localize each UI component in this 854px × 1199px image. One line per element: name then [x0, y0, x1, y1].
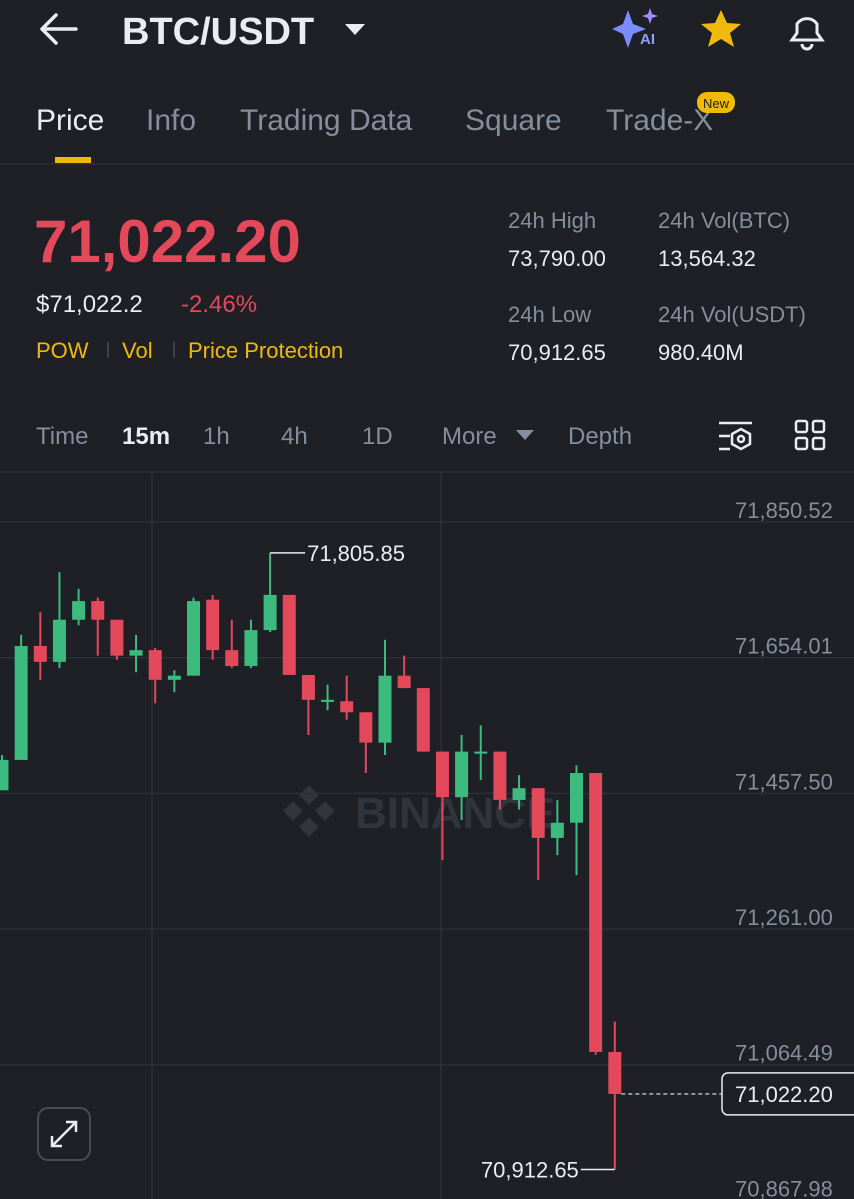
candle-body: [493, 751, 507, 800]
candle-body: [33, 645, 47, 662]
interval[interactable]: 1h: [203, 423, 230, 450]
last-price: 71,022.20: [34, 208, 301, 275]
favorite-star[interactable]: [701, 10, 741, 47]
stat-label: 24h Vol(BTC): [658, 208, 790, 233]
interval[interactable]: More: [442, 423, 497, 450]
high-label: 71,805.85: [307, 541, 405, 566]
low-label: 70,912.65: [481, 1158, 579, 1183]
candles: 71,850.52 71,654.01 71,457.50 71,261.00 71,0…: [0, 498, 854, 1199]
candle-body: [435, 751, 449, 798]
candle-body: [282, 594, 296, 675]
candle-body: [244, 630, 258, 667]
fullscreen-button[interactable]: [37, 1107, 91, 1161]
ai-icon[interactable]: AI: [612, 8, 658, 48]
candle-body: [531, 788, 545, 838]
chart-settings-icon[interactable]: [719, 421, 752, 451]
interval[interactable]: 4h: [281, 423, 308, 450]
candle-body: [225, 650, 239, 667]
candle-body: [340, 701, 354, 713]
y-tick-label: 71,850.52: [735, 498, 833, 523]
candle-body: [455, 751, 469, 798]
candle-body: [589, 773, 603, 1052]
candle-body: [14, 645, 28, 760]
candle-body: [206, 599, 220, 651]
candle-body: [397, 675, 411, 689]
candle-body: [359, 712, 373, 743]
tab[interactable]: Price: [36, 104, 104, 137]
more-dropdown[interactable]: [516, 430, 534, 440]
candle-body: [512, 788, 526, 800]
interval[interactable]: 1D: [362, 423, 393, 450]
candle-body: [378, 675, 392, 743]
interval[interactable]: 15m: [122, 423, 170, 450]
layout-icon[interactable]: [794, 419, 826, 451]
candle-body: [608, 1051, 622, 1094]
tab[interactable]: Trade-X: [606, 104, 713, 137]
candle-body: [416, 688, 430, 752]
notifications-bell[interactable]: [789, 17, 825, 51]
stat-value: 13,564.32: [658, 246, 756, 271]
candle-body: [0, 759, 9, 791]
last-price-label: 71,022.20: [735, 1082, 833, 1107]
stat-value: 70,912.65: [508, 340, 606, 365]
candle-body: [148, 650, 162, 680]
candle-body: [301, 674, 315, 700]
candle-body: [321, 699, 335, 702]
active-tab-indicator: [55, 157, 91, 163]
candle-body: [187, 601, 200, 676]
stat-value: 73,790.00: [508, 246, 606, 271]
tab[interactable]: Square: [465, 104, 562, 137]
candle-body: [72, 601, 86, 620]
tag[interactable]: POW: [36, 338, 89, 363]
pair-title[interactable]: BTC/USDT: [122, 11, 314, 53]
tag[interactable]: Vol: [122, 338, 153, 363]
last-price-box: [721, 1072, 854, 1116]
svg-text:AI: AI: [640, 31, 655, 48]
stat-label: 24h Vol(USDT): [658, 302, 806, 327]
candle-body: [91, 601, 105, 620]
fiat-price: $71,022.2: [36, 291, 143, 318]
y-tick-label: 71,654.01: [735, 634, 833, 659]
tab[interactable]: Trading Data: [240, 104, 413, 137]
watermark-logo: [283, 785, 335, 837]
tag[interactable]: Price Protection: [188, 338, 343, 363]
new-badge-bg: [697, 92, 735, 113]
price-change: -2.46%: [181, 291, 257, 318]
candle-body: [550, 822, 564, 838]
interval[interactable]: Depth: [568, 423, 632, 450]
y-tick-label: 71,457.50: [735, 769, 833, 794]
new-badge: New: [703, 96, 730, 111]
stat-value: 980.40M: [658, 340, 744, 365]
candle-body: [129, 650, 143, 656]
stat-label: 24h High: [508, 208, 596, 233]
tab[interactable]: Info: [146, 104, 196, 137]
candle-body: [167, 675, 181, 680]
candle-body: [263, 594, 277, 631]
stat-label: 24h Low: [508, 302, 591, 327]
pair-dropdown[interactable]: [345, 24, 365, 35]
y-tick-label: 71,064.49: [735, 1041, 833, 1066]
interval[interactable]: Time: [36, 423, 88, 450]
y-tick-label: 70,867.98: [735, 1176, 833, 1199]
candle-body: [570, 773, 583, 823]
candle-body: [52, 619, 66, 662]
back-button[interactable]: [40, 13, 78, 45]
candle-body: [110, 619, 124, 656]
y-tick-label: 71,261.00: [735, 905, 833, 930]
candle-body: [474, 751, 488, 754]
